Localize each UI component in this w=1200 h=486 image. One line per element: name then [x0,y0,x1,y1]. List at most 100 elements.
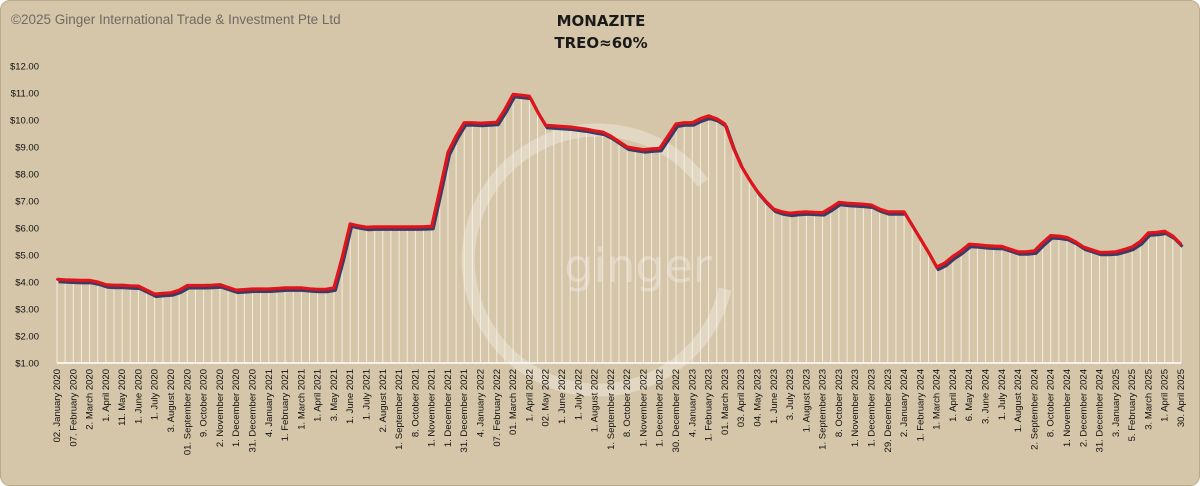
data-point [626,145,629,149]
x-tick-label: 02. May 2022 [541,369,552,427]
x-tick-label: 1. November 2022 [638,369,649,447]
data-point [902,210,906,213]
x-tick-label: 01. March 2022 [508,369,519,435]
data-point [886,210,889,213]
x-tick-label: 1. June 2020 [133,369,144,424]
data-point [251,287,254,291]
x-tick-label: 07. February 2022 [492,369,503,447]
data-point [976,243,979,246]
x-tick-label: 1. April 2020 [101,369,112,422]
data-point [642,148,645,151]
data-point [544,124,547,127]
data-point [349,222,352,226]
y-tick-label: $1.00 [15,359,39,370]
x-tick-label: 2. August 2021 [378,369,389,432]
data-point [1098,251,1101,254]
x-tick-label: 3. June 2024 [981,369,992,424]
data-point [292,286,295,290]
data-point [520,94,523,97]
data-point [992,244,995,248]
ginger-watermark-logo: ginger [461,123,732,397]
data-point [210,284,213,287]
data-point [186,284,189,287]
x-tick-label: 01. March 2023 [720,369,731,435]
data-point [707,114,710,118]
y-tick-label: $2.00 [15,332,39,343]
x-tick-label: 03. April 2023 [736,369,747,427]
data-point [1171,235,1174,238]
data-point [129,284,132,287]
y-tick-label: $9.00 [15,143,39,154]
data-point [552,124,555,128]
data-point [756,190,759,193]
data-point [821,211,824,214]
data-point [585,128,588,131]
data-point [666,135,669,138]
x-tick-label: 3. May 2021 [329,369,340,421]
data-point [536,110,539,113]
x-tick-label: 4. January 2022 [476,369,487,437]
x-tick-label: 07. February 2020 [68,369,79,447]
y-tick-label: $11.00 [11,89,39,100]
x-tick-label: 1. June 2023 [769,369,780,424]
data-point [324,288,327,291]
data-point [1106,251,1109,254]
data-point [829,206,832,209]
x-tick-label: 4. January 2023 [687,369,698,437]
data-point [194,284,197,287]
x-tick-label: 8. October 2021 [410,369,421,437]
data-point [1147,231,1150,234]
data-point [235,289,238,292]
data-point [340,256,344,259]
data-point [560,125,564,128]
x-tick-label: 1. April 2021 [313,369,324,422]
data-point [837,201,841,204]
data-point [984,244,987,247]
data-point [683,121,686,124]
x-tick-label: 3. August 2020 [166,369,177,432]
x-tick-label: 1. August 2023 [801,369,812,432]
data-point [308,287,311,290]
data-point [650,147,653,150]
x-tick-label: 1. March 2021 [296,369,307,430]
data-point [951,255,955,258]
data-point [178,289,181,292]
data-point [1131,245,1134,248]
data-point [430,225,433,228]
x-tick-label: 1. February 2024 [915,369,926,441]
x-tick-label: 1. September 2021 [394,369,405,450]
data-point [373,225,376,229]
data-point [593,129,596,132]
data-point [397,225,401,229]
data-point [1090,248,1093,251]
data-point [854,202,857,205]
x-tick-label: 2. November 2020 [215,369,226,447]
data-point [365,226,368,229]
data-point [569,125,572,129]
data-point [968,243,971,246]
data-point [267,287,270,291]
data-point [609,135,612,138]
data-point [1057,235,1060,238]
data-point [406,225,409,229]
data-point [1122,248,1126,251]
x-tick-label: 3. March 2025 [1143,369,1154,430]
data-point [1000,245,1003,248]
x-tick-label: 8. October 2024 [1046,369,1057,437]
data-point [927,251,930,254]
x-tick-label: 1. April 2024 [948,369,959,422]
data-point [161,292,164,295]
data-point [1139,240,1142,243]
data-point [797,211,800,214]
data-point [878,208,881,211]
data-point [862,203,865,206]
data-point [1163,230,1166,233]
x-tick-label: 1. July 2020 [150,369,161,420]
y-tick-label: $8.00 [15,170,39,181]
data-point [1033,249,1036,253]
data-point [845,202,849,205]
data-point [300,286,303,290]
data-point [911,224,914,227]
data-point [740,164,743,167]
